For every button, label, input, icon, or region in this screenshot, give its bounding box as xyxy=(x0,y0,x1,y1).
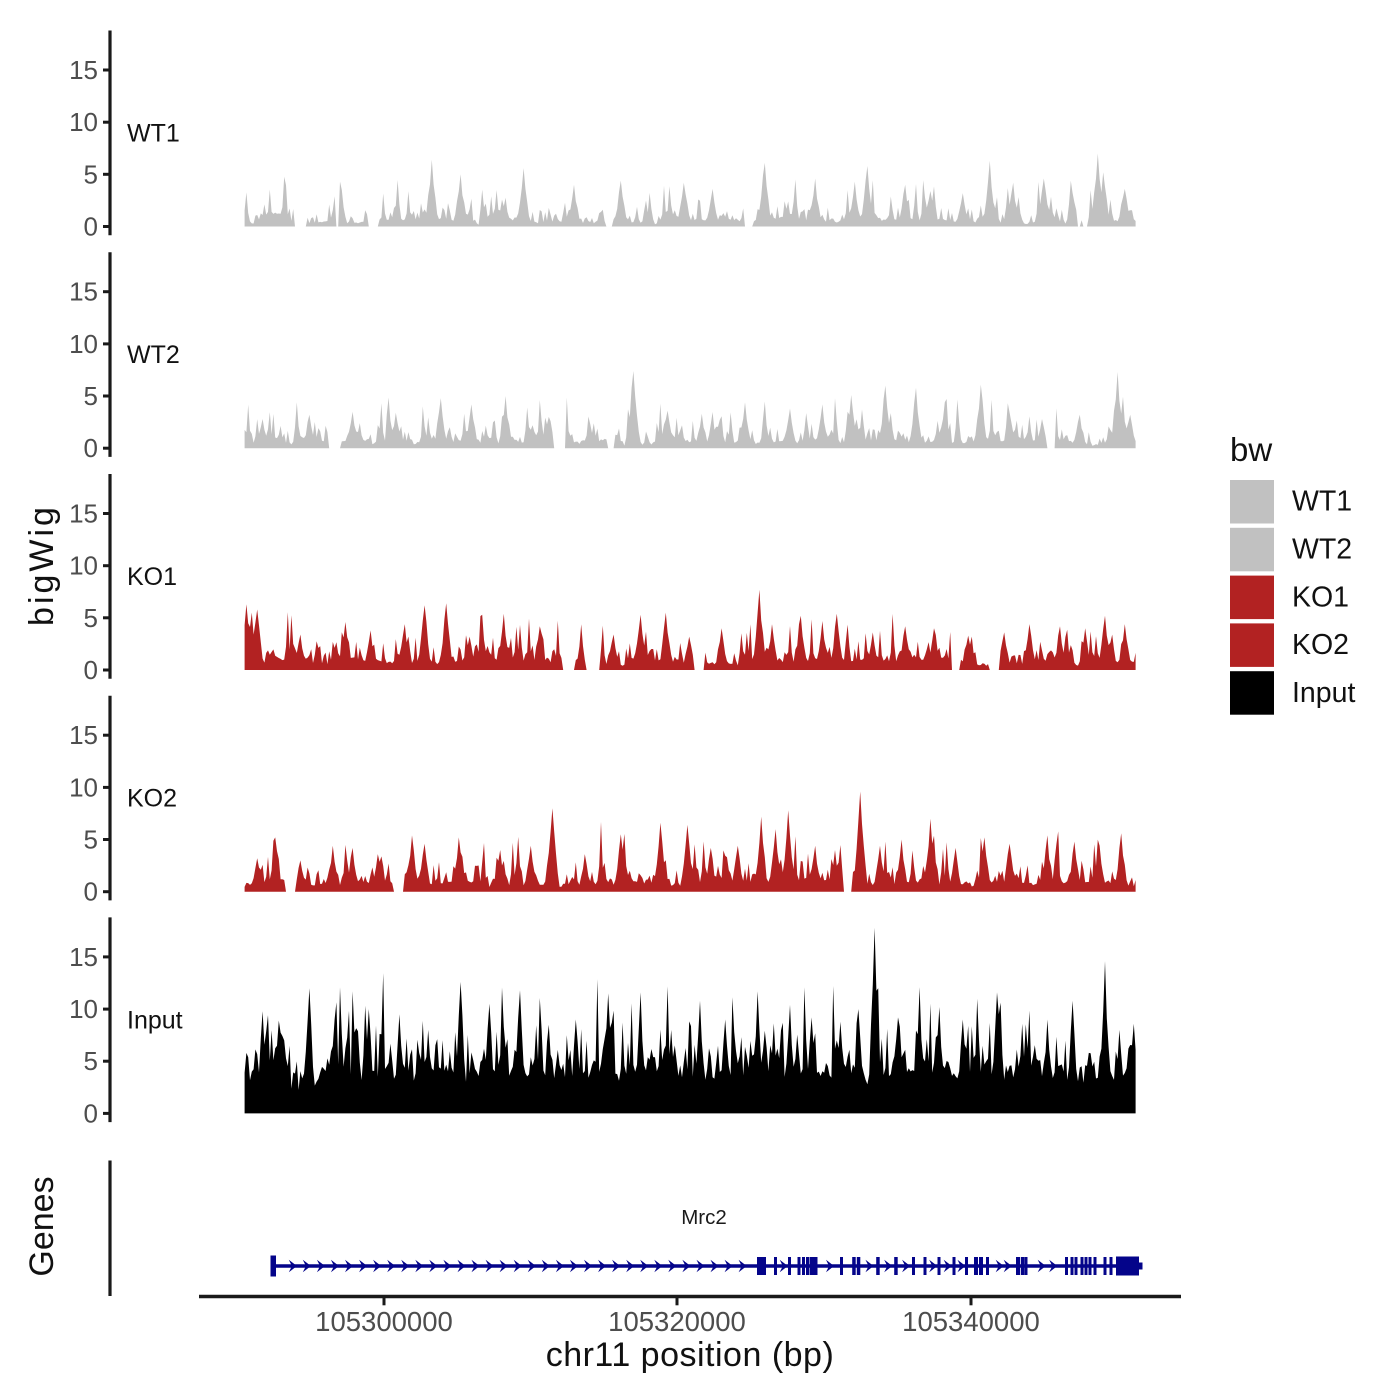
svg-text:Genes: Genes xyxy=(23,1176,61,1276)
svg-text:0: 0 xyxy=(84,212,98,242)
svg-text:15: 15 xyxy=(69,942,98,972)
svg-text:105300000: 105300000 xyxy=(315,1306,453,1337)
svg-text:WT2: WT2 xyxy=(1292,534,1352,566)
svg-text:KO2: KO2 xyxy=(1292,629,1349,661)
svg-text:0: 0 xyxy=(84,1098,98,1128)
svg-text:10: 10 xyxy=(69,551,98,581)
svg-text:0: 0 xyxy=(84,877,98,907)
svg-text:10: 10 xyxy=(69,994,98,1024)
svg-text:5: 5 xyxy=(84,1046,98,1076)
svg-text:15: 15 xyxy=(69,720,98,750)
svg-text:10: 10 xyxy=(69,329,98,359)
svg-text:Mrc2: Mrc2 xyxy=(681,1206,727,1229)
svg-text:Input: Input xyxy=(1292,677,1355,709)
svg-text:KO1: KO1 xyxy=(1292,581,1349,613)
svg-text:bw: bw xyxy=(1230,431,1272,468)
svg-text:5: 5 xyxy=(84,603,98,633)
svg-text:bigWig: bigWig xyxy=(23,504,61,626)
svg-text:5: 5 xyxy=(84,825,98,855)
svg-text:5: 5 xyxy=(84,159,98,189)
svg-text:105320000: 105320000 xyxy=(608,1306,746,1337)
svg-text:0: 0 xyxy=(84,433,98,463)
svg-text:WT1: WT1 xyxy=(127,120,180,148)
svg-text:WT1: WT1 xyxy=(1292,486,1352,518)
svg-text:WT2: WT2 xyxy=(127,341,180,369)
svg-text:chr11 position (bp): chr11 position (bp) xyxy=(546,1336,835,1374)
svg-text:0: 0 xyxy=(84,655,98,685)
svg-text:15: 15 xyxy=(69,55,98,85)
svg-text:10: 10 xyxy=(69,772,98,802)
svg-text:10: 10 xyxy=(69,107,98,137)
svg-text:KO2: KO2 xyxy=(127,785,177,813)
svg-text:5: 5 xyxy=(84,381,98,411)
svg-text:15: 15 xyxy=(69,499,98,529)
svg-text:KO1: KO1 xyxy=(127,563,177,591)
svg-text:105340000: 105340000 xyxy=(902,1306,1040,1337)
svg-text:Input: Input xyxy=(127,1006,183,1034)
svg-text:15: 15 xyxy=(69,277,98,307)
